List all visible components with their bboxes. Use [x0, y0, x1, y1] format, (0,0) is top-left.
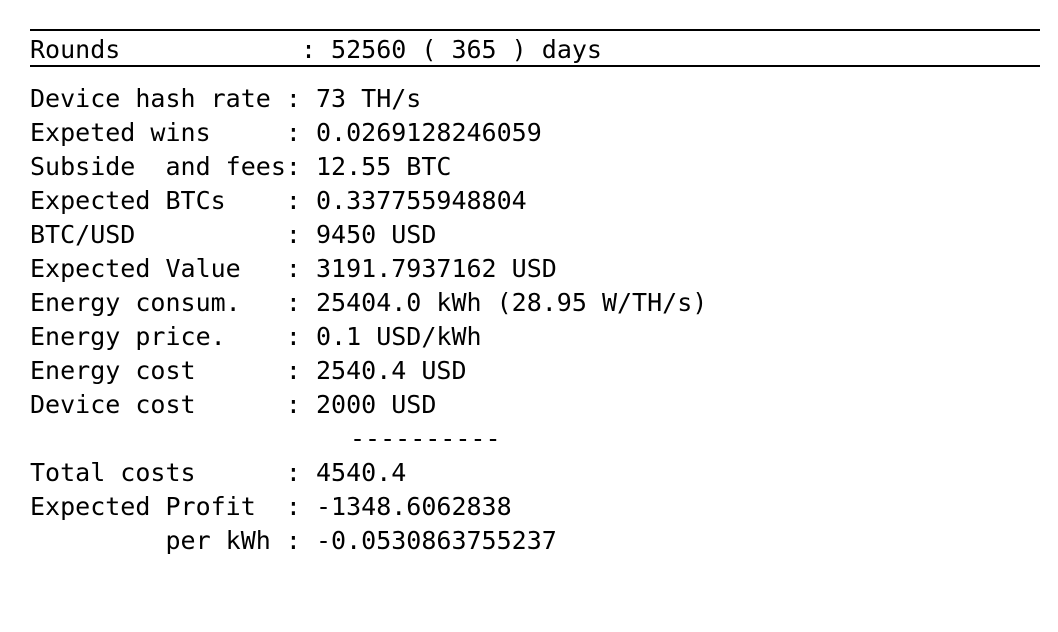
rounds-line: Rounds : 52560 ( 365 ) days — [30, 33, 1040, 67]
row-value: 4540.4 — [315, 458, 407, 487]
list-item: Device hash rate : 73 TH/s — [30, 82, 1040, 116]
row-label: Device hash rate — [30, 84, 286, 113]
row-value: 0.0269128246059 — [315, 118, 542, 147]
row-label: Expected Value — [30, 254, 286, 283]
list-item: Expected Profit : -1348.6062838 — [30, 490, 1040, 524]
list-item: Expected BTCs : 0.337755948804 — [30, 184, 1040, 218]
row-value: 0.1 USD/kWh — [315, 322, 482, 351]
row-value: 52560 ( 365 ) days — [331, 35, 602, 64]
row-sep: : — [285, 458, 316, 487]
row-sep: : — [285, 118, 316, 147]
row-sep: : — [285, 390, 316, 419]
terminal-output: Rounds : 52560 ( 365 ) days Device hash … — [30, 0, 1040, 558]
row-sep: : — [285, 492, 316, 521]
row-value: 2540.4 USD — [315, 356, 467, 385]
row-label: Rounds — [30, 35, 301, 64]
list-item: per kWh : -0.0530863755237 — [30, 524, 1040, 558]
row-sep: : — [285, 84, 316, 113]
list-item: Subside and fees: 12.55 BTC — [30, 150, 1040, 184]
results-list: Device hash rate : 73 TH/s Expeted wins … — [30, 82, 1040, 558]
row-value: 25404.0 kWh (28.95 W/TH/s) — [315, 288, 708, 317]
list-item: Expeted wins : 0.0269128246059 — [30, 116, 1040, 150]
list-item: Energy cost : 2540.4 USD — [30, 354, 1040, 388]
row-sep: : — [285, 220, 316, 249]
row-label: Subside and fees — [30, 152, 286, 181]
row-label: per kWh — [30, 526, 286, 555]
list-item: Device cost : 2000 USD — [30, 388, 1040, 422]
row-value: 0.337755948804 — [315, 186, 527, 215]
row-sep: : — [285, 186, 316, 215]
sum-separator-dashes: ---------- — [350, 424, 501, 453]
list-item: BTC/USD : 9450 USD — [30, 218, 1040, 252]
row-sep: : — [285, 288, 316, 317]
row-value: 2000 USD — [315, 390, 437, 419]
row-value: -0.0530863755237 — [315, 526, 557, 555]
row-label: Energy consum. — [30, 288, 286, 317]
row-value: 12.55 BTC — [315, 152, 452, 181]
list-item: Total costs : 4540.4 — [30, 456, 1040, 490]
list-item: Energy consum. : 25404.0 kWh (28.95 W/TH… — [30, 286, 1040, 320]
list-item: Expected Value : 3191.7937162 USD — [30, 252, 1040, 286]
top-rule — [30, 29, 1040, 31]
row-sep: : — [285, 356, 316, 385]
row-label: BTC/USD — [30, 220, 286, 249]
row-label: Expected BTCs — [30, 186, 286, 215]
middle-rule — [30, 65, 1040, 67]
row-sep: : — [285, 322, 316, 351]
row-label: Expected Profit — [30, 492, 286, 521]
row-label: Expeted wins — [30, 118, 286, 147]
row-sep: : — [285, 526, 316, 555]
row-label: Device cost — [30, 390, 286, 419]
row-sep: : — [285, 152, 316, 181]
row-label: Energy cost — [30, 356, 286, 385]
row-sep: : — [300, 35, 332, 64]
row-value: 3191.7937162 USD — [315, 254, 557, 283]
row-value: 73 TH/s — [315, 84, 422, 113]
sum-separator: ---------- — [30, 422, 1040, 456]
row-label: Total costs — [30, 458, 286, 487]
row-value: 9450 USD — [315, 220, 437, 249]
row-sep: : — [285, 254, 316, 283]
row-label: Energy price. — [30, 322, 286, 351]
row-value: -1348.6062838 — [315, 492, 512, 521]
list-item: Energy price. : 0.1 USD/kWh — [30, 320, 1040, 354]
